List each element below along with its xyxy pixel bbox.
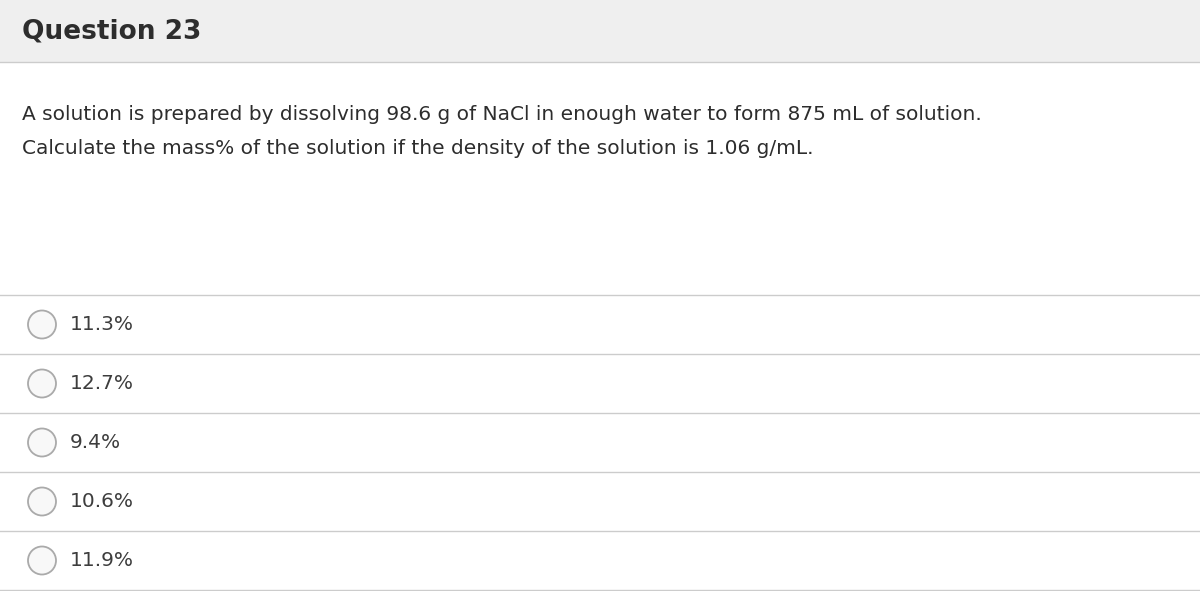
Text: 9.4%: 9.4% — [70, 433, 121, 452]
Text: 11.3%: 11.3% — [70, 315, 134, 334]
Ellipse shape — [28, 488, 56, 515]
Text: Calculate the mass% of the solution if the density of the solution is 1.06 g/mL.: Calculate the mass% of the solution if t… — [22, 138, 814, 157]
Text: 10.6%: 10.6% — [70, 492, 134, 511]
Text: 12.7%: 12.7% — [70, 374, 134, 393]
Bar — [0, 62, 1200, 591]
Bar — [0, 0, 1200, 62]
Text: 11.9%: 11.9% — [70, 551, 134, 570]
Ellipse shape — [28, 547, 56, 574]
Ellipse shape — [28, 428, 56, 456]
Text: A solution is prepared by dissolving 98.6 g of NaCl in enough water to form 875 : A solution is prepared by dissolving 98.… — [22, 106, 982, 125]
Ellipse shape — [28, 310, 56, 339]
Text: Question 23: Question 23 — [22, 18, 202, 44]
Ellipse shape — [28, 369, 56, 398]
